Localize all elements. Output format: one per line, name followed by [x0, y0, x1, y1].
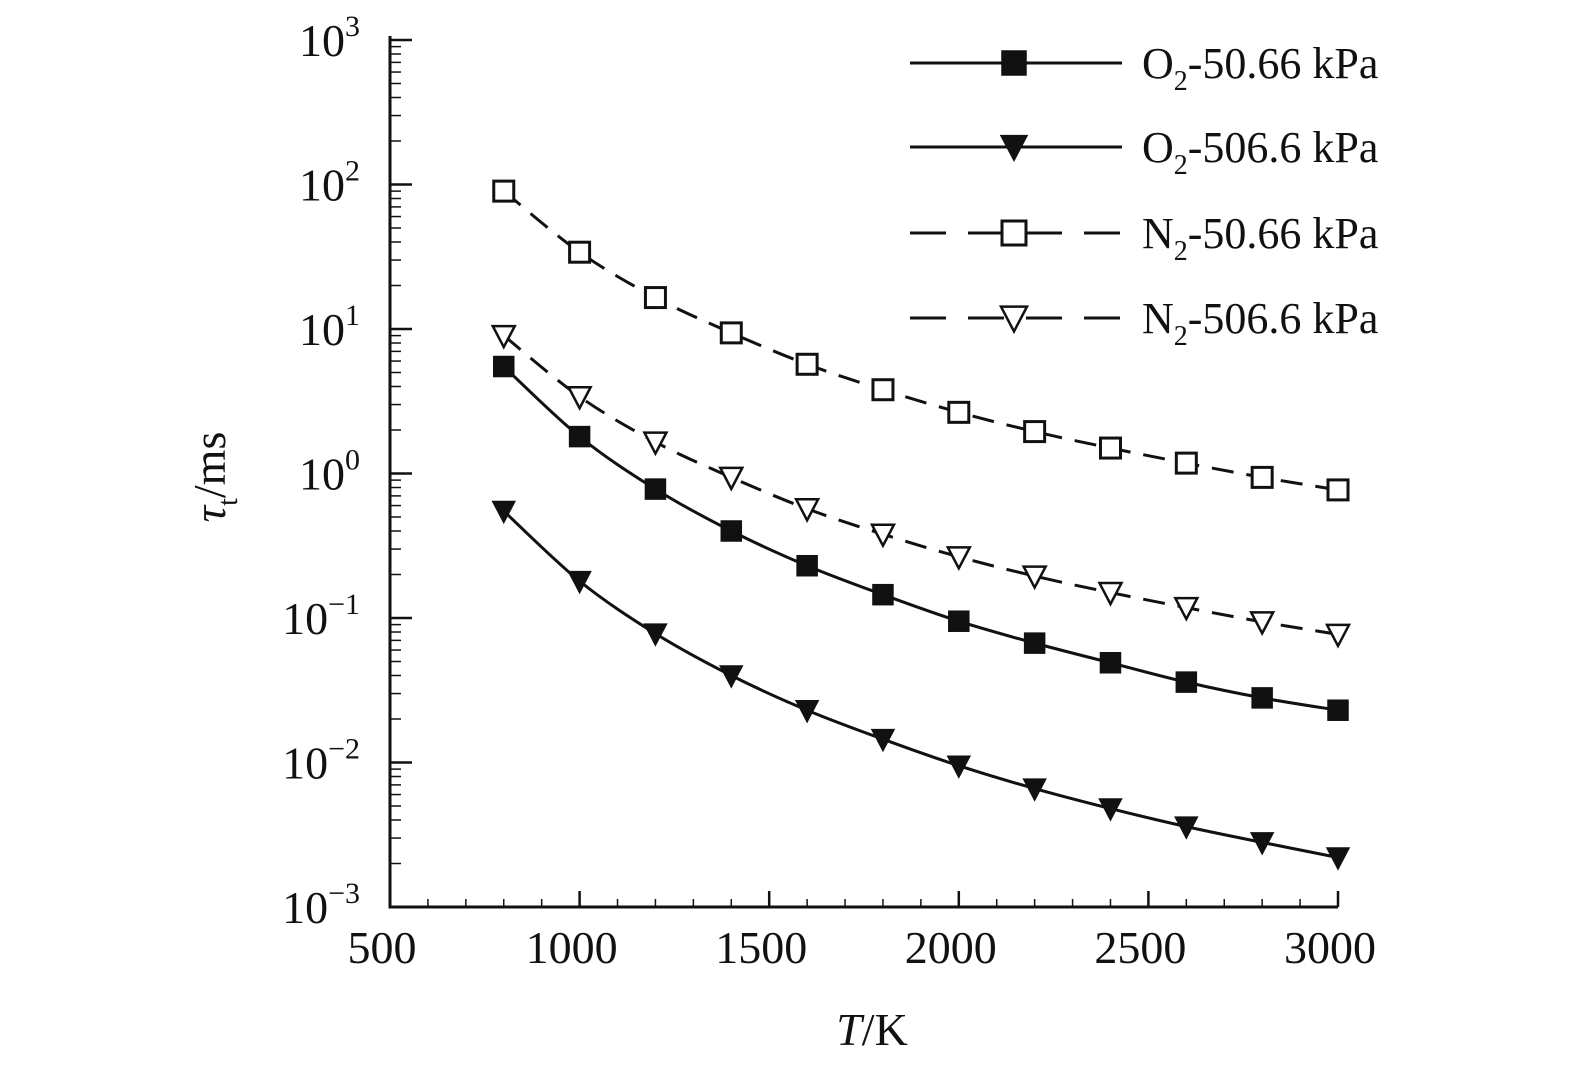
data-point — [1175, 671, 1198, 693]
legend-marker — [999, 134, 1029, 163]
legend-item: N2-50.66 kPa — [910, 209, 1378, 267]
data-point — [1251, 687, 1273, 709]
y-tick-label: 102 — [299, 155, 360, 211]
data-point — [644, 478, 667, 500]
data-point — [643, 286, 667, 310]
data-point — [493, 355, 515, 378]
y-tick-label: 10−2 — [282, 733, 360, 789]
data-point — [1324, 623, 1352, 649]
data-point — [1249, 832, 1275, 856]
data-point — [566, 385, 593, 411]
data-point — [491, 500, 516, 525]
data-point — [490, 324, 517, 350]
legend-label: N2-506.6 kPa — [1142, 294, 1378, 352]
data-point — [870, 728, 896, 753]
series-2 — [491, 500, 1351, 871]
x-tick-label: 500 — [348, 922, 417, 973]
y-tick-label: 10−3 — [282, 877, 360, 933]
data-point — [1099, 652, 1122, 674]
y-tick-label: 10−1 — [282, 588, 360, 644]
legend-label: O2-50.66 kPa — [1142, 39, 1378, 97]
x-tick-label: 2500 — [1094, 922, 1186, 973]
legend-marker — [998, 305, 1030, 335]
y-tick-label: 101 — [299, 299, 360, 355]
x-tick-label: 1500 — [715, 922, 807, 973]
data-point — [643, 623, 668, 647]
data-point — [1174, 451, 1198, 475]
data-point — [1023, 632, 1046, 654]
data-point — [719, 665, 744, 689]
series-layer — [490, 179, 1352, 871]
series-3 — [492, 179, 1350, 502]
legend-marker — [1001, 50, 1027, 76]
legend-label: N2-50.66 kPa — [1142, 209, 1378, 267]
y-tick-label: 103 — [299, 10, 360, 66]
data-point — [1173, 596, 1200, 622]
data-point — [945, 546, 972, 572]
data-point — [872, 583, 894, 606]
series-line — [502, 334, 1339, 636]
data-point — [720, 520, 743, 542]
legend-marker — [1000, 219, 1028, 247]
data-point — [1023, 420, 1047, 444]
data-point — [568, 425, 591, 448]
legend-label: O2-506.6 kPa — [1142, 123, 1378, 181]
data-point — [1250, 465, 1274, 489]
data-point — [1326, 478, 1350, 502]
data-point — [946, 755, 972, 779]
data-point — [1098, 798, 1123, 822]
data-point — [1097, 581, 1124, 607]
axes: 500 1000 1500 2000 2500 3000 103 102 101 100 10−1 1… — [282, 10, 1376, 973]
x-tick-label: 2000 — [905, 922, 997, 973]
data-point — [796, 554, 818, 577]
data-point — [718, 466, 745, 492]
data-point — [1022, 778, 1047, 802]
data-point — [1098, 436, 1122, 460]
x-axis-label: T/K — [836, 1004, 908, 1055]
data-point — [1327, 699, 1349, 721]
y-tick-label: 100 — [299, 444, 360, 500]
series-4 — [490, 324, 1352, 649]
legend-item: O2-506.6 kPa — [910, 123, 1378, 181]
series-line — [502, 365, 1339, 712]
x-tick-label: 3000 — [1284, 922, 1376, 973]
data-point — [948, 610, 970, 632]
data-point — [568, 240, 592, 264]
legend: O2-50.66 kPa O2-506.6 kPa N2-50.66 kPa N2-5… — [910, 39, 1378, 352]
x-tick-label: 1000 — [526, 922, 618, 973]
data-point — [795, 352, 819, 376]
data-point — [1174, 816, 1199, 840]
series-1 — [493, 355, 1349, 721]
data-point — [869, 523, 897, 549]
data-point — [567, 570, 592, 595]
data-point — [492, 179, 516, 203]
data-point — [794, 699, 820, 724]
legend-item: N2-506.6 kPa — [910, 294, 1378, 352]
series-line — [502, 509, 1339, 859]
data-point — [794, 498, 821, 523]
y-axis-label: τt/ms — [184, 432, 244, 523]
data-point — [1325, 847, 1351, 871]
data-point — [719, 321, 743, 345]
axis-labels: T/K τt/ms — [184, 432, 908, 1055]
data-point — [871, 378, 895, 402]
data-point — [947, 400, 971, 424]
data-point — [642, 431, 669, 457]
legend-item: O2-50.66 kPa — [910, 39, 1378, 97]
data-point — [1021, 565, 1048, 591]
data-point — [1249, 611, 1276, 637]
